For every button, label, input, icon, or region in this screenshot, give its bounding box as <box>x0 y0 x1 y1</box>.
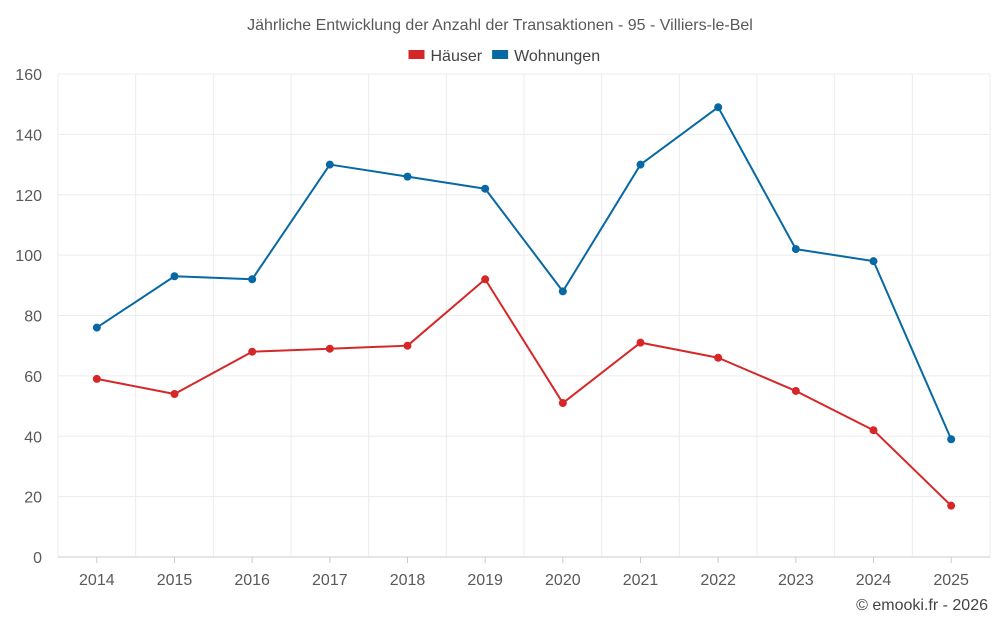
y-tick-label: 60 <box>24 369 42 386</box>
y-tick-label: 120 <box>15 188 42 205</box>
y-axis: 0 20 40 60 80 100 120 140 160 <box>15 67 42 567</box>
legend-swatch <box>492 50 509 59</box>
y-tick-label: 80 <box>24 309 42 326</box>
data-point[interactable] <box>558 399 567 408</box>
data-point[interactable] <box>791 245 800 254</box>
data-point[interactable] <box>92 323 101 332</box>
data-point[interactable] <box>92 374 101 383</box>
x-tick-label: 2016 <box>234 572 270 589</box>
data-point[interactable] <box>170 389 179 398</box>
legend-swatch <box>408 50 425 59</box>
chart-title: Jährliche Entwicklung der Anzahl der Tra… <box>247 17 753 34</box>
data-point[interactable] <box>636 160 645 169</box>
y-tick-label: 140 <box>15 127 42 144</box>
data-point[interactable] <box>791 386 800 395</box>
y-tick-label: 40 <box>24 429 42 446</box>
y-tick-label: 20 <box>24 490 42 507</box>
data-point[interactable] <box>248 347 257 356</box>
credit-text: © emooki.fr - 2026 <box>856 597 988 614</box>
x-axis: 2014 2015 2016 2017 2018 2019 2020 2021 2022 2023… <box>58 556 990 589</box>
data-point[interactable] <box>481 275 490 284</box>
data-point[interactable] <box>869 426 878 435</box>
data-point[interactable] <box>248 275 257 284</box>
legend-item[interactable]: Häuser <box>408 48 483 65</box>
y-tick-label: 0 <box>33 550 42 567</box>
data-point[interactable] <box>636 338 645 347</box>
data-point[interactable] <box>558 287 567 296</box>
legend-label: Wohnungen <box>514 48 600 65</box>
legend-item[interactable]: Wohnungen <box>492 48 600 65</box>
data-point[interactable] <box>325 160 334 169</box>
data-point[interactable] <box>714 103 723 112</box>
data-point[interactable] <box>403 172 412 181</box>
legend[interactable]: Häuser Wohnungen <box>408 48 601 65</box>
y-tick-label: 100 <box>15 248 42 265</box>
x-tick-label: 2020 <box>545 572 581 589</box>
data-point[interactable] <box>947 501 956 510</box>
data-point[interactable] <box>403 341 412 350</box>
x-tick-label: 2014 <box>79 572 115 589</box>
data-point[interactable] <box>325 344 334 353</box>
x-tick-label: 2017 <box>312 572 348 589</box>
series-group <box>92 103 956 510</box>
legend-label: Häuser <box>431 48 483 65</box>
gridlines <box>57 73 991 558</box>
y-tick-label: 160 <box>15 67 42 84</box>
series-1 <box>92 103 956 444</box>
x-tick-label: 2018 <box>390 572 426 589</box>
x-tick-label: 2024 <box>856 572 892 589</box>
x-tick-label: 2023 <box>778 572 814 589</box>
data-point[interactable] <box>714 353 723 362</box>
x-tick-label: 2022 <box>700 572 736 589</box>
data-point[interactable] <box>170 272 179 281</box>
series-0 <box>92 275 956 510</box>
data-point[interactable] <box>869 257 878 266</box>
series-line <box>96 106 953 440</box>
data-point[interactable] <box>947 435 956 444</box>
x-tick-label: 2025 <box>933 572 969 589</box>
data-point[interactable] <box>481 184 490 193</box>
x-tick-label: 2015 <box>157 572 193 589</box>
series-line <box>96 278 952 507</box>
x-tick-label: 2021 <box>623 572 659 589</box>
x-tick-label: 2019 <box>467 572 503 589</box>
